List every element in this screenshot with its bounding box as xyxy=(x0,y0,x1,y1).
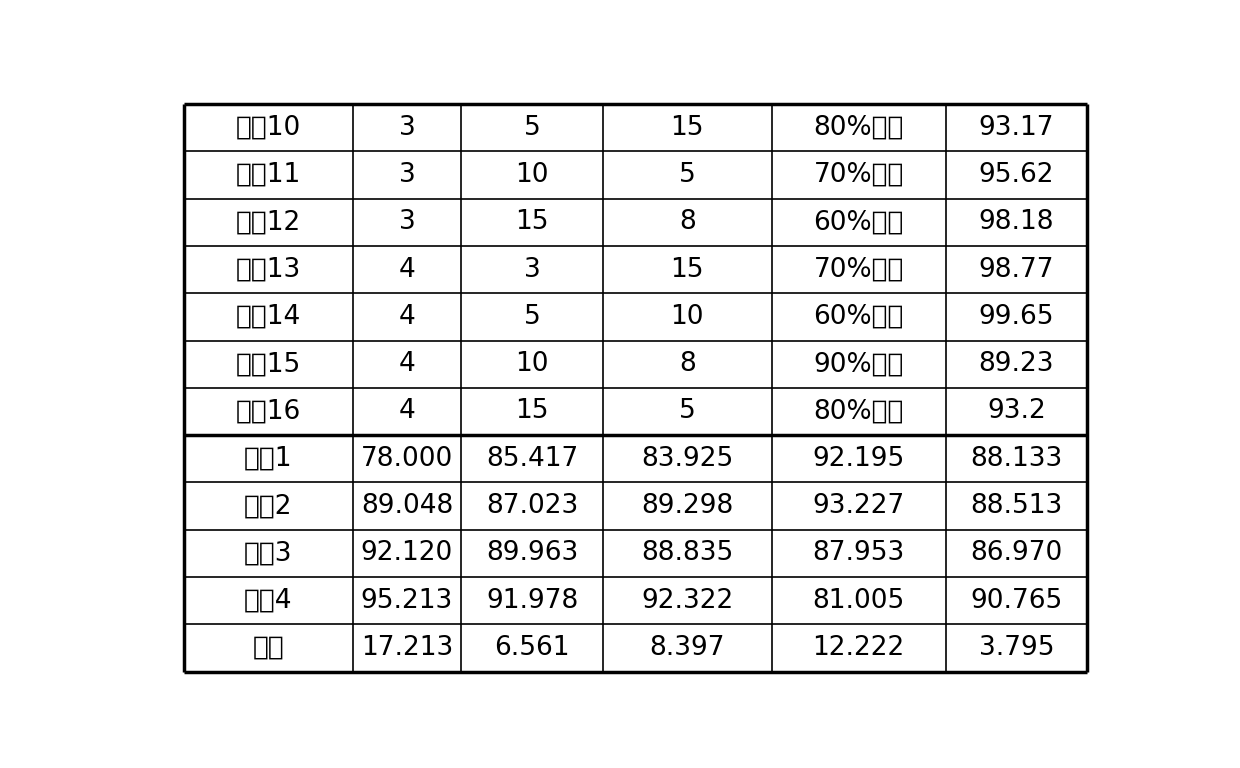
Text: 87.953: 87.953 xyxy=(812,541,905,567)
Text: 98.18: 98.18 xyxy=(978,209,1054,235)
Text: 89.23: 89.23 xyxy=(978,351,1054,377)
Text: 83.925: 83.925 xyxy=(641,445,733,472)
Text: 3: 3 xyxy=(398,209,415,235)
Text: 4: 4 xyxy=(398,351,415,377)
Text: 17.213: 17.213 xyxy=(361,635,453,661)
Text: 15: 15 xyxy=(516,399,549,425)
Text: 88.133: 88.133 xyxy=(971,445,1063,472)
Text: 实验11: 实验11 xyxy=(236,162,301,188)
Text: 3: 3 xyxy=(398,114,415,141)
Text: 90.765: 90.765 xyxy=(971,588,1063,614)
Text: 87.023: 87.023 xyxy=(486,493,578,519)
Text: 5: 5 xyxy=(678,399,696,425)
Text: 89.048: 89.048 xyxy=(361,493,453,519)
Text: 3.795: 3.795 xyxy=(978,635,1054,661)
Text: 均倃3: 均倃3 xyxy=(244,541,293,567)
Text: 10: 10 xyxy=(516,351,549,377)
Text: 10: 10 xyxy=(516,162,549,188)
Text: 92.120: 92.120 xyxy=(361,541,453,567)
Text: 均倃1: 均倃1 xyxy=(244,445,293,472)
Text: 99.65: 99.65 xyxy=(978,304,1054,330)
Text: 10: 10 xyxy=(671,304,704,330)
Text: 实验14: 实验14 xyxy=(236,304,301,330)
Text: 3: 3 xyxy=(523,257,541,283)
Text: 5: 5 xyxy=(523,114,541,141)
Text: 12.222: 12.222 xyxy=(812,635,905,661)
Text: 88.513: 88.513 xyxy=(971,493,1063,519)
Text: 89.298: 89.298 xyxy=(641,493,733,519)
Text: 实验16: 实验16 xyxy=(236,399,301,425)
Text: 78.000: 78.000 xyxy=(361,445,453,472)
Text: 4: 4 xyxy=(398,257,415,283)
Text: 均倃2: 均倃2 xyxy=(244,493,293,519)
Text: 均倃4: 均倃4 xyxy=(244,588,293,614)
Text: 实验13: 实验13 xyxy=(236,257,301,283)
Text: 88.835: 88.835 xyxy=(641,541,733,567)
Text: 3: 3 xyxy=(398,162,415,188)
Text: 70%乙醇: 70%乙醇 xyxy=(813,257,904,283)
Text: 6.561: 6.561 xyxy=(495,635,570,661)
Text: 93.2: 93.2 xyxy=(987,399,1045,425)
Text: 实验15: 实验15 xyxy=(236,351,301,377)
Text: 93.227: 93.227 xyxy=(812,493,905,519)
Text: 5: 5 xyxy=(678,162,696,188)
Text: 98.77: 98.77 xyxy=(978,257,1054,283)
Text: 5: 5 xyxy=(523,304,541,330)
Text: 93.17: 93.17 xyxy=(978,114,1054,141)
Text: 92.195: 92.195 xyxy=(812,445,905,472)
Text: 91.978: 91.978 xyxy=(486,588,578,614)
Text: 95.62: 95.62 xyxy=(978,162,1054,188)
Text: 8.397: 8.397 xyxy=(650,635,725,661)
Text: 15: 15 xyxy=(516,209,549,235)
Text: 60%乙醇: 60%乙醇 xyxy=(813,209,904,235)
Text: 4: 4 xyxy=(398,399,415,425)
Text: 70%乙醇: 70%乙醇 xyxy=(813,162,904,188)
Text: 80%乙醇: 80%乙醇 xyxy=(813,399,904,425)
Text: 极差: 极差 xyxy=(252,635,284,661)
Text: 8: 8 xyxy=(678,209,696,235)
Text: 实验10: 实验10 xyxy=(236,114,301,141)
Text: 81.005: 81.005 xyxy=(812,588,905,614)
Text: 4: 4 xyxy=(398,304,415,330)
Text: 86.970: 86.970 xyxy=(971,541,1063,567)
Text: 89.963: 89.963 xyxy=(486,541,578,567)
Text: 15: 15 xyxy=(671,114,704,141)
Text: 92.322: 92.322 xyxy=(641,588,733,614)
Text: 80%乙醇: 80%乙醇 xyxy=(813,114,904,141)
Text: 85.417: 85.417 xyxy=(486,445,578,472)
Text: 90%乙醇: 90%乙醇 xyxy=(813,351,904,377)
Text: 实验12: 实验12 xyxy=(236,209,301,235)
Text: 15: 15 xyxy=(671,257,704,283)
Text: 95.213: 95.213 xyxy=(361,588,453,614)
Text: 60%乙醇: 60%乙醇 xyxy=(813,304,904,330)
Text: 8: 8 xyxy=(678,351,696,377)
